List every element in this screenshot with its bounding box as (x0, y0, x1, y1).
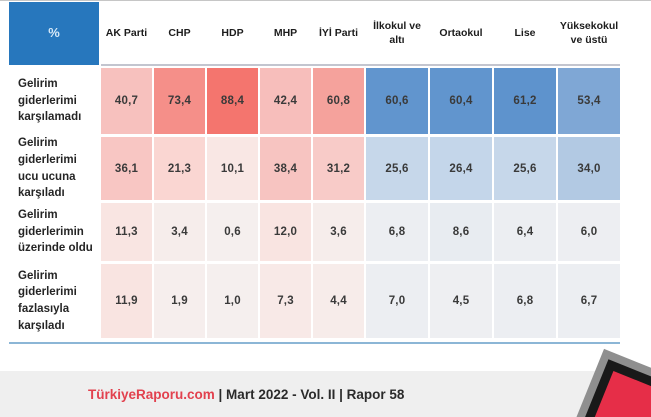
value-cell: 25,6 (494, 137, 556, 200)
value-cell: 6,8 (366, 203, 428, 261)
value-cell: 60,6 (366, 68, 428, 134)
col-header-education-5: İlkokul ve altı (366, 2, 428, 65)
col-header-party-0: AK Parti (101, 2, 152, 65)
col-header-education-7: Lise (494, 2, 556, 65)
value-cell: 36,1 (101, 137, 152, 200)
value-cell: 25,6 (366, 137, 428, 200)
percent-header-cell: % (9, 2, 99, 65)
col-header-party-4: İYİ Parti (313, 2, 364, 65)
value-cell: 0,6 (207, 203, 258, 261)
value-cell: 34,0 (558, 137, 620, 200)
row-label: Gelirim giderlerimi fazlasıyla karşıladı (9, 264, 99, 338)
report-edition-text: | Mart 2022 - Vol. II | Rapor 58 (214, 386, 405, 402)
value-cell: 8,6 (430, 203, 492, 261)
value-cell: 3,6 (313, 203, 364, 261)
col-header-party-1: CHP (154, 2, 205, 65)
col-header-education-8: Yüksekokul ve üstü (558, 2, 620, 65)
row-label: Gelirim giderlerimin üzerinde oldu (9, 203, 99, 261)
row-label: Gelirim giderlerimi ucu ucuna karşıladı (9, 137, 99, 200)
value-cell: 6,4 (494, 203, 556, 261)
value-cell: 31,2 (313, 137, 364, 200)
row-label: Gelirim giderlerimi karşılamadı (9, 68, 99, 134)
value-cell: 11,3 (101, 203, 152, 261)
logo-core (590, 370, 651, 417)
value-cell: 21,3 (154, 137, 205, 200)
value-cell: 4,5 (430, 264, 492, 338)
brand-link: TürkiyeRaporu.com (88, 386, 215, 402)
value-cell: 6,0 (558, 203, 620, 261)
value-cell: 73,4 (154, 68, 205, 134)
value-cell: 11,9 (101, 264, 152, 338)
value-cell: 1,0 (207, 264, 258, 338)
header-divider (101, 64, 620, 66)
value-cell: 60,8 (313, 68, 364, 134)
value-cell: 1,9 (154, 264, 205, 338)
value-cell: 6,8 (494, 264, 556, 338)
value-cell: 53,4 (558, 68, 620, 134)
value-cell: 42,4 (260, 68, 311, 134)
top-divider (0, 0, 651, 1)
value-cell: 7,0 (366, 264, 428, 338)
value-cell: 26,4 (430, 137, 492, 200)
col-header-party-2: HDP (207, 2, 258, 65)
col-header-education-6: Ortaokul (430, 2, 492, 65)
value-cell: 40,7 (101, 68, 152, 134)
results-heatmap-table: % AK Parti CHP HDP MHP İYİ Parti İlkokul ve al… (9, 2, 620, 338)
value-cell: 61,2 (494, 68, 556, 134)
value-cell: 10,1 (207, 137, 258, 200)
value-cell: 12,0 (260, 203, 311, 261)
table-bottom-rule (9, 342, 620, 344)
value-cell: 88,4 (207, 68, 258, 134)
value-cell: 3,4 (154, 203, 205, 261)
footer-bar: TürkiyeRaporu.com | Mart 2022 - Vol. II … (0, 371, 651, 417)
logo-inner-frame (579, 359, 651, 417)
value-cell: 6,7 (558, 264, 620, 338)
value-cell: 60,4 (430, 68, 492, 134)
value-cell: 4,4 (313, 264, 364, 338)
value-cell: 38,4 (260, 137, 311, 200)
col-header-party-3: MHP (260, 2, 311, 65)
value-cell: 7,3 (260, 264, 311, 338)
